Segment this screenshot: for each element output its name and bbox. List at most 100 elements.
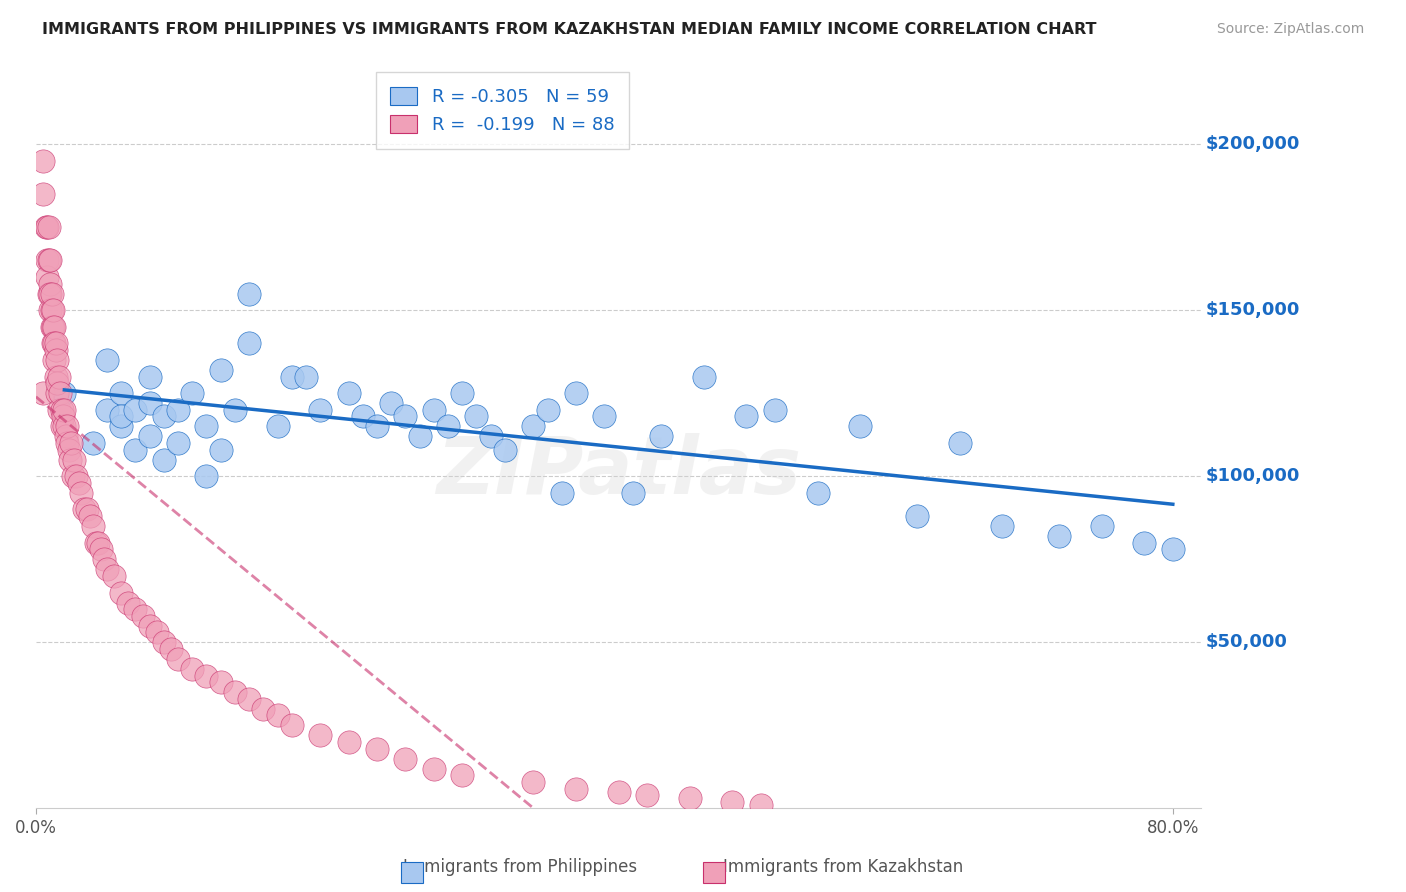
Point	[48, 369, 70, 384]
Point	[138, 369, 160, 384]
Point	[522, 775, 544, 789]
Point	[309, 402, 332, 417]
Point	[124, 402, 146, 417]
Point	[42, 303, 65, 318]
Point	[110, 386, 132, 401]
Point	[62, 469, 84, 483]
Point	[53, 386, 76, 401]
Point	[38, 220, 60, 235]
Text: $150,000: $150,000	[1205, 301, 1301, 319]
Point	[806, 486, 828, 500]
Point	[593, 409, 616, 424]
Point	[679, 791, 702, 805]
Point	[131, 608, 153, 623]
Point	[266, 708, 288, 723]
Point	[1047, 529, 1070, 543]
Point	[394, 409, 416, 424]
Point	[44, 353, 66, 368]
Point	[1091, 519, 1114, 533]
Point	[76, 502, 98, 516]
Point	[110, 419, 132, 434]
Point	[238, 286, 260, 301]
Point	[238, 336, 260, 351]
Point	[153, 635, 176, 649]
Point	[1133, 535, 1156, 549]
Point	[96, 402, 118, 417]
Point	[90, 542, 112, 557]
Point	[145, 625, 167, 640]
Point	[41, 286, 63, 301]
Point	[1161, 542, 1184, 557]
Point	[37, 253, 59, 268]
Point	[46, 386, 69, 401]
Point	[56, 419, 79, 434]
Point	[138, 429, 160, 443]
Legend: R = -0.305   N = 59, R =  -0.199   N = 88: R = -0.305 N = 59, R = -0.199 N = 88	[375, 72, 628, 149]
Point	[160, 642, 183, 657]
Point	[394, 751, 416, 765]
Point	[42, 319, 65, 334]
Point	[693, 369, 716, 384]
Point	[39, 277, 62, 291]
Point	[636, 788, 658, 802]
Point	[39, 286, 62, 301]
Point	[181, 662, 204, 676]
Point	[408, 429, 430, 443]
Point	[87, 535, 110, 549]
Point	[763, 402, 786, 417]
Point	[479, 429, 502, 443]
Point	[45, 336, 67, 351]
Point	[56, 436, 79, 450]
Text: $100,000: $100,000	[1205, 467, 1301, 485]
Point	[93, 552, 115, 566]
Point	[949, 436, 972, 450]
Text: $50,000: $50,000	[1205, 633, 1288, 651]
Point	[42, 336, 65, 351]
Point	[82, 436, 104, 450]
Point	[82, 519, 104, 533]
Point	[67, 475, 90, 490]
Point	[465, 409, 488, 424]
Text: Source: ZipAtlas.com: Source: ZipAtlas.com	[1216, 22, 1364, 37]
Point	[138, 619, 160, 633]
Point	[295, 369, 318, 384]
Point	[366, 419, 388, 434]
Point	[238, 691, 260, 706]
Point	[224, 685, 246, 699]
Point	[209, 675, 232, 690]
Point	[32, 186, 55, 201]
Point	[138, 396, 160, 410]
Point	[51, 419, 73, 434]
Point	[522, 419, 544, 434]
Point	[209, 442, 232, 457]
Point	[63, 452, 86, 467]
Point	[65, 469, 87, 483]
Point	[124, 442, 146, 457]
Point	[749, 798, 772, 813]
Point	[536, 402, 558, 417]
Point	[110, 409, 132, 424]
Point	[437, 419, 460, 434]
Point	[110, 585, 132, 599]
Point	[96, 562, 118, 576]
Point	[59, 452, 82, 467]
Point	[124, 602, 146, 616]
Point	[73, 502, 96, 516]
Point	[266, 419, 288, 434]
Point	[167, 436, 190, 450]
Point	[55, 429, 77, 443]
Point	[48, 402, 70, 417]
Point	[337, 735, 360, 749]
Point	[52, 409, 75, 424]
Point	[32, 153, 55, 168]
Point	[46, 353, 69, 368]
Point	[103, 569, 125, 583]
Point	[181, 386, 204, 401]
Point	[153, 409, 176, 424]
Point	[721, 795, 744, 809]
Point	[309, 728, 332, 742]
Point	[195, 469, 218, 483]
Point	[96, 353, 118, 368]
Point	[46, 376, 69, 391]
Text: $200,000: $200,000	[1205, 135, 1301, 153]
